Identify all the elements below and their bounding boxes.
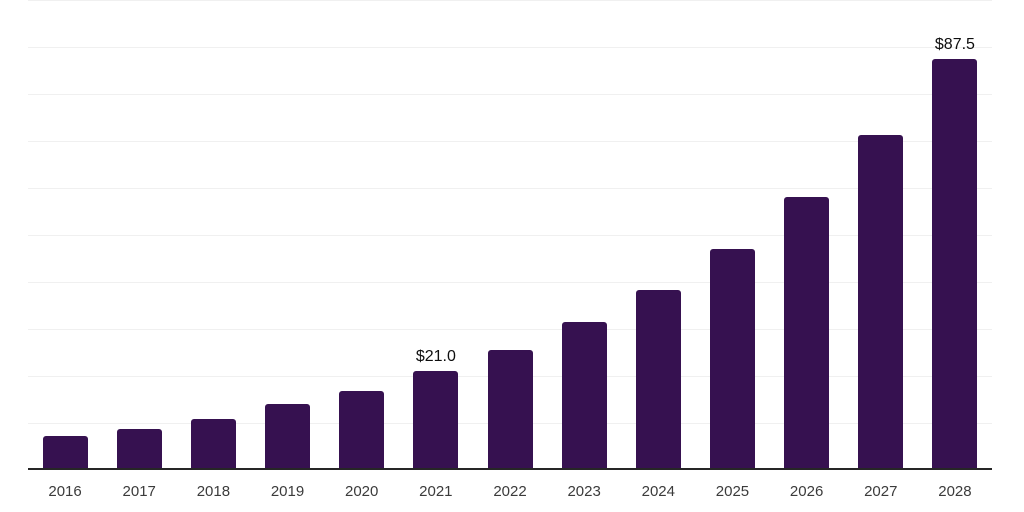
bar-2024 <box>635 290 681 470</box>
x-axis-label-2026: 2026 <box>789 483 824 500</box>
x-axis-label-2019: 2019 <box>270 483 305 500</box>
x-axis-label-2020: 2020 <box>345 483 379 500</box>
bar-2023 <box>561 321 607 470</box>
gridline <box>28 141 992 142</box>
x-axis-label-2016: 2016 <box>48 483 82 500</box>
x-axis-label-2021: 2021 <box>419 483 453 500</box>
bar-2016 <box>42 435 88 470</box>
x-axis-label-2022: 2022 <box>493 483 527 500</box>
x-axis-line <box>28 468 992 470</box>
x-axis-label-2025: 2025 <box>715 483 750 500</box>
x-axis: 2016 2017 2018 2019 2020 2021 2022 2023 2024 2025… <box>0 483 1024 505</box>
plot-area: $21.0 $87.5 <box>28 0 992 470</box>
gridline <box>28 235 992 236</box>
bar-2022 <box>487 350 533 470</box>
x-axis-label-2017: 2017 <box>122 483 156 500</box>
bar-value-label-2021: $21.0 <box>415 348 456 366</box>
bar-2017 <box>116 429 162 470</box>
x-axis-label-2028: 2028 <box>938 483 972 500</box>
gridline <box>28 329 992 330</box>
gridline <box>28 47 992 48</box>
x-axis-label-2027: 2027 <box>864 483 898 500</box>
bar-2027 <box>858 134 904 470</box>
bar-2020 <box>339 390 385 470</box>
x-axis-label-2024: 2024 <box>641 483 675 500</box>
x-axis-label-2018: 2018 <box>196 483 231 500</box>
bar-2026 <box>784 196 830 470</box>
gridline <box>28 0 992 1</box>
x-axis-label-2023: 2023 <box>567 483 601 500</box>
bar-value-label-2028: $87.5 <box>934 35 975 53</box>
gridline <box>28 94 992 95</box>
bar-2021 <box>413 371 459 470</box>
gridline <box>28 282 992 283</box>
bar-2018 <box>190 418 236 470</box>
bar-2019 <box>265 404 311 470</box>
gridline <box>28 188 992 189</box>
bar-2025 <box>709 249 755 470</box>
bar-2028 <box>932 58 978 470</box>
